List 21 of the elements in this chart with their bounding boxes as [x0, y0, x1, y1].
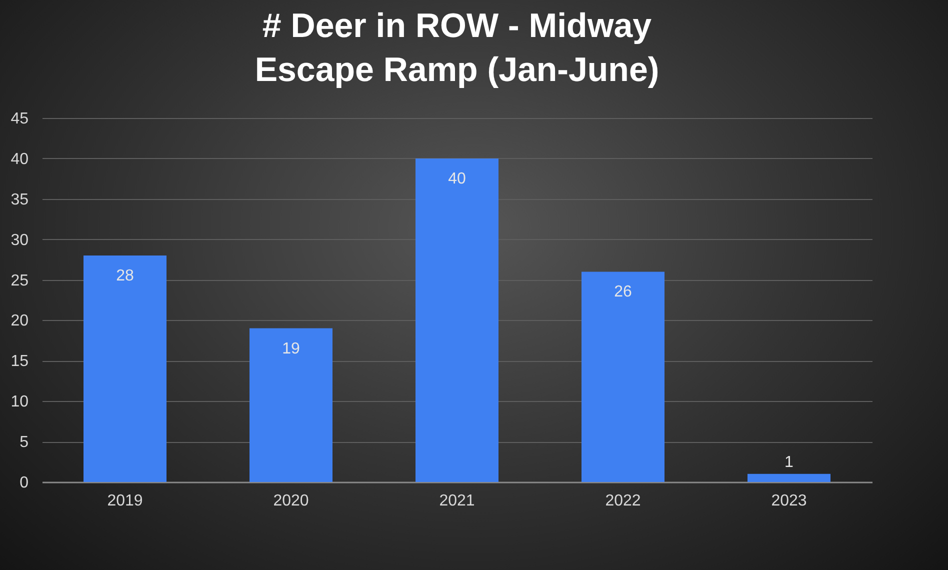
y-tick-label: 15 [10, 353, 29, 370]
y-tick-label: 20 [10, 312, 29, 330]
x-tick-label: 2021 [439, 492, 475, 510]
y-tick-label: 10 [10, 394, 29, 411]
y-tick-label: 40 [10, 150, 29, 168]
data-label: 26 [614, 284, 632, 301]
y-tick-label: 0 [20, 474, 29, 492]
chart-title: # Deer in ROW - Midway Escape Ramp (Jan-June) [254, 7, 660, 89]
data-label: 28 [116, 268, 134, 285]
x-tick-label: 2022 [605, 492, 641, 510]
x-tick-label: 2020 [273, 492, 309, 510]
y-tick-label: 45 [10, 110, 29, 128]
data-label: 1 [784, 454, 794, 471]
y-tick-label: 5 [20, 434, 29, 452]
y-tick-label: 35 [10, 191, 29, 208]
data-label: 40 [448, 170, 466, 188]
y-tick-label: 25 [10, 272, 29, 290]
x-tick-label: 2023 [771, 492, 807, 510]
x-tick-label: 2019 [107, 492, 143, 510]
y-tick-label: 30 [10, 232, 29, 249]
data-label: 19 [282, 340, 300, 358]
